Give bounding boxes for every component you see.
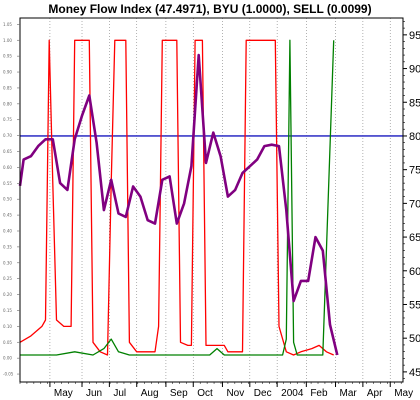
right-tick-label-85: 85	[409, 97, 420, 109]
left-tick-label-0.60: 0.60	[3, 165, 12, 170]
left-tick-label-0.30: 0.30	[3, 260, 12, 265]
left-tick-label-0.25: 0.25	[3, 276, 12, 281]
left-tick-label-0.15: 0.15	[3, 308, 12, 313]
left-tick-label-0.35: 0.35	[3, 244, 12, 249]
right-axis: 45 50 55 60 65 70 75 80 85 90 95	[403, 21, 420, 379]
right-tick-label-90: 90	[409, 64, 420, 76]
left-tick-label-0.10: 0.10	[3, 324, 12, 329]
x-tick-label-6: Nov	[226, 388, 244, 399]
left-tick-label-0.00: 0.00	[3, 356, 12, 361]
x-tick-label-4: Sep	[170, 388, 188, 399]
buy-series	[19, 39, 335, 356]
x-tick-label-0: May	[54, 388, 73, 399]
left-tick-label-1.05: 1.05	[3, 22, 12, 27]
x-tick-label-2: Jul	[113, 388, 126, 399]
x-tick-label-12: May	[394, 388, 413, 399]
left-tick-label-0.80: 0.80	[3, 101, 12, 106]
plot-frame	[19, 17, 404, 383]
right-tick-label-45: 45	[409, 367, 420, 379]
plot-border	[19, 17, 404, 383]
right-tick-label-50: 50	[409, 333, 420, 345]
left-tick-label-0.50: 0.50	[3, 197, 12, 202]
left-axis: -0.05 0.00 0.05 0.10 0.15 0.20 0.25 0.30 0.35 0.4…	[3, 22, 20, 377]
x-tick-label-3: Aug	[141, 388, 159, 399]
x-tick-label-9: Feb	[310, 388, 328, 399]
left-tick-label-0.65: 0.65	[3, 149, 12, 154]
left-tick-label-0.85: 0.85	[3, 85, 12, 90]
right-tick-label-70: 70	[409, 198, 420, 210]
mfi-series	[18, 53, 339, 356]
x-tick-label-10: Mar	[340, 388, 358, 399]
sell-series	[19, 39, 334, 356]
x-tick-label-5: Oct	[197, 388, 213, 399]
left-tick-label-0.95: 0.95	[3, 54, 12, 59]
left-tick-label-0.20: 0.20	[3, 292, 12, 297]
left-tick-label-0.45: 0.45	[3, 213, 12, 218]
right-tick-label-55: 55	[409, 299, 420, 311]
x-tick-label-8: 2004	[281, 388, 304, 399]
left-tick-label-0.90: 0.90	[3, 70, 12, 75]
x-axis: May Jun Jul Aug Sep Oct Nov Dec 2004 Feb Mar Apr May	[19, 382, 413, 399]
grid	[49, 18, 391, 382]
right-tick-label-60: 60	[409, 266, 420, 278]
x-tick-label-1: Jun	[86, 388, 102, 399]
x-tick-label-7: Dec	[254, 388, 272, 399]
right-tick-label-80: 80	[409, 131, 420, 143]
chart-title: Money Flow Index (47.4971), BYU (1.0000)…	[48, 2, 371, 16]
left-tick-label-0.75: 0.75	[3, 117, 12, 122]
left-tick-label-0.55: 0.55	[3, 181, 12, 186]
x-tick-label-11: Apr	[367, 388, 383, 399]
right-tick-label-65: 65	[409, 232, 420, 244]
left-tick-label-0.70: 0.70	[3, 133, 12, 138]
left-tick-label--0.05: -0.05	[3, 372, 14, 377]
left-tick-label-1.00: 1.00	[3, 38, 12, 43]
right-tick-label-95: 95	[409, 30, 420, 42]
left-tick-label-0.40: 0.40	[3, 228, 12, 233]
right-tick-label-75: 75	[409, 165, 420, 177]
left-tick-label-0.05: 0.05	[3, 340, 12, 345]
